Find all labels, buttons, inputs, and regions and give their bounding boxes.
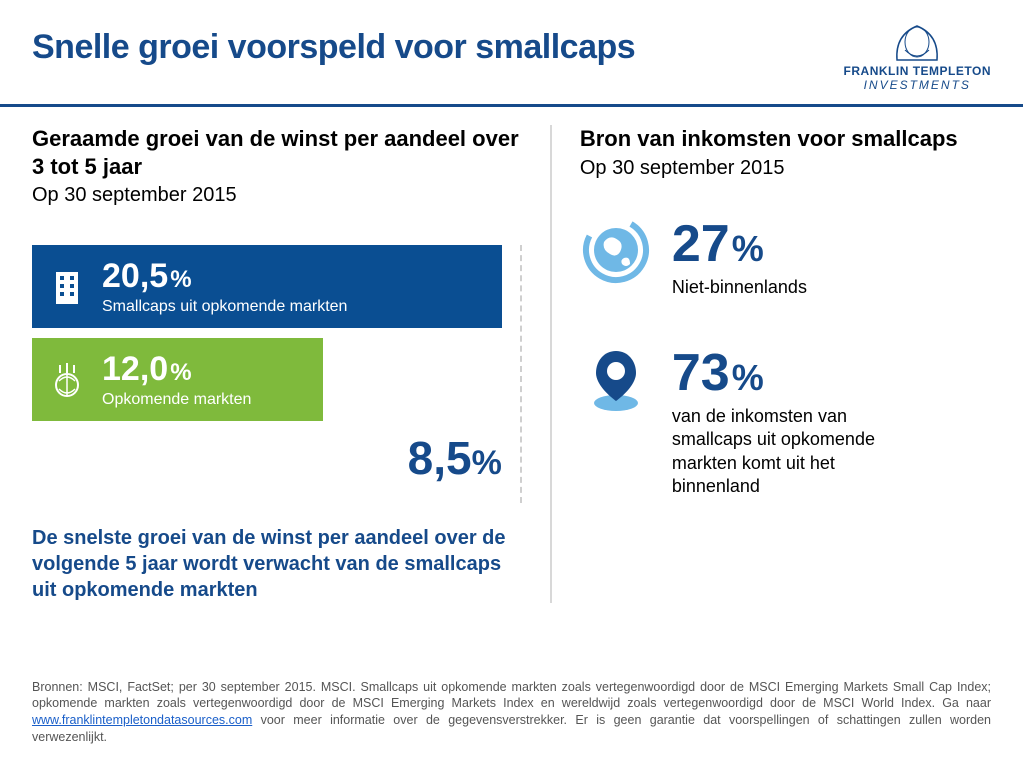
- stat-foreign: 27 % Niet-binnenlands: [580, 214, 991, 299]
- bar-value: 12,0: [102, 350, 168, 389]
- building-icon: [46, 266, 88, 308]
- globe-icon: [46, 359, 88, 401]
- bar-emerging-markets: 12,0 % Opkomende markten: [32, 338, 323, 421]
- stat-pct: %: [732, 228, 764, 270]
- bar-label: Opkomende markten: [102, 391, 251, 409]
- logo-text-top: FRANKLIN TEMPLETON: [844, 64, 991, 78]
- content: Geraamde groei van de winst per aandeel …: [0, 107, 1023, 603]
- bar-pct: %: [170, 266, 191, 294]
- stat-value: 27: [672, 214, 730, 274]
- stat-label: Niet-binnenlands: [672, 276, 807, 299]
- page-title: Snelle groei voorspeld voor smallcaps: [32, 28, 635, 67]
- map-pin-icon: [580, 343, 652, 415]
- footer-sources: Bronnen: MSCI, FactSet; per 30 september…: [32, 679, 991, 747]
- footer-pre: Bronnen: MSCI, FactSet; per 30 september…: [32, 680, 991, 711]
- right-title: Bron van inkomsten voor smallcaps: [580, 125, 991, 153]
- stat-value: 73: [672, 343, 730, 403]
- stat-domestic: 73 % van de inkomsten van smallcaps uit …: [580, 343, 991, 499]
- difference-value: 8,5%: [32, 431, 502, 485]
- diff-num: 8,5: [408, 432, 472, 484]
- earth-icon: [580, 214, 652, 286]
- bar-value: 20,5: [102, 257, 168, 296]
- bar-label: Smallcaps uit opkomende markten: [102, 298, 347, 316]
- left-column: Geraamde groei van de winst per aandeel …: [32, 125, 550, 603]
- callout-text: De snelste groei van de winst per aandee…: [32, 525, 522, 603]
- stat-label: van de inkomsten van smallcaps uit opkom…: [672, 405, 892, 499]
- franklin-portrait-icon: [887, 20, 947, 62]
- header: Snelle groei voorspeld voor smallcaps FR…: [0, 0, 1023, 107]
- stat-pct: %: [732, 357, 764, 399]
- bar-chart: 20,5 % Smallcaps uit opkomende markten 1…: [32, 245, 522, 503]
- logo: FRANKLIN TEMPLETON INVESTMENTS: [844, 20, 991, 92]
- right-subtitle: Op 30 september 2015: [580, 157, 991, 180]
- left-subtitle: Op 30 september 2015: [32, 184, 522, 207]
- footer-link[interactable]: www.franklintempletondatasources.com: [32, 713, 252, 727]
- logo-text-bottom: INVESTMENTS: [864, 78, 971, 92]
- diff-pct: %: [472, 444, 502, 482]
- bar-smallcaps-em: 20,5 % Smallcaps uit opkomende markten: [32, 245, 502, 328]
- bar-pct: %: [170, 359, 191, 387]
- left-title: Geraamde groei van de winst per aandeel …: [32, 125, 522, 180]
- right-column: Bron van inkomsten voor smallcaps Op 30 …: [550, 125, 991, 603]
